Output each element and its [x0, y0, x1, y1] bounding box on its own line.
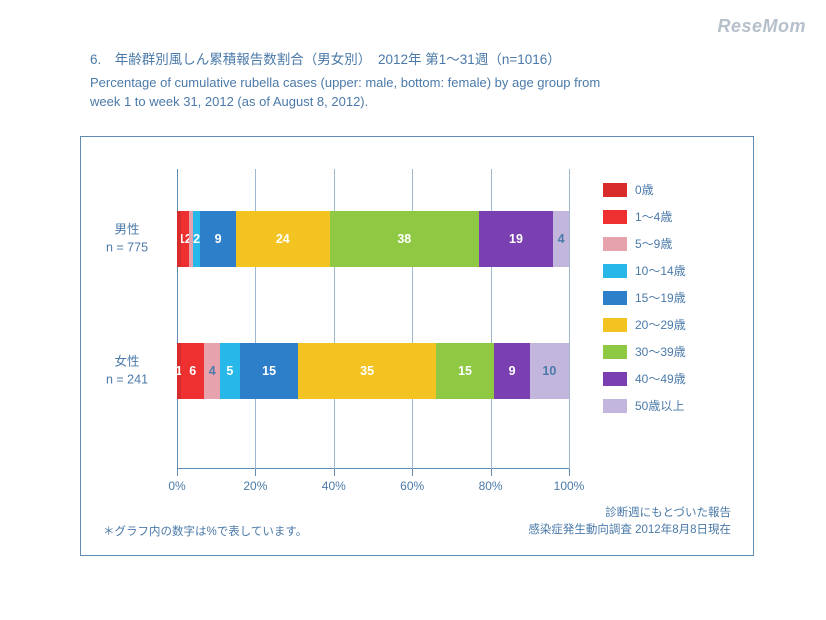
grid-line [569, 169, 570, 469]
legend-item: 50歳以上 [603, 397, 723, 414]
x-tick-label: 80% [479, 479, 503, 493]
x-tick [334, 469, 335, 476]
legend-item: 15〜19歳 [603, 289, 723, 306]
footer-right-line2: 感染症発生動向調査 2012年8月8日現在 [528, 524, 731, 536]
bar-row: 女性n = 2411645153515910 [177, 343, 569, 399]
x-tick [569, 469, 570, 476]
legend-item: 40〜49歳 [603, 370, 723, 387]
legend-label: 30〜39歳 [635, 343, 686, 360]
x-tick-label: 0% [168, 479, 185, 493]
legend-label: 20〜29歳 [635, 316, 686, 333]
footer-note-left: ＊グラフ内の数字は%で表しています。 [103, 523, 307, 539]
title-en-line1: Percentage of cumulative rubella cases (… [90, 75, 600, 90]
bar-segment: 35 [298, 343, 435, 399]
bar-row: 男性n = 77512292438194 [177, 211, 569, 267]
legend-item: 30〜39歳 [603, 343, 723, 360]
chart-header: 6. 年齢群別風しん累積報告数割合（男女別） 2012年 第1〜31週（n=10… [90, 48, 766, 112]
bar-segment: 2 [193, 211, 201, 267]
legend-item: 20〜29歳 [603, 316, 723, 333]
legend-item: 5〜9歳 [603, 235, 723, 252]
x-tick-label: 40% [322, 479, 346, 493]
x-tick [412, 469, 413, 476]
bar-segment: 24 [236, 211, 330, 267]
legend-label: 1〜4歳 [635, 208, 672, 225]
x-tick-label: 60% [400, 479, 424, 493]
legend-label: 15〜19歳 [635, 289, 686, 306]
footer-note-right: 診断週にもとづいた報告 感染症発生動向調査 2012年8月8日現在 [528, 505, 731, 540]
bar-segment: 12 [181, 211, 189, 267]
row-label: 女性n = 241 [91, 354, 163, 389]
legend-item: 10〜14歳 [603, 262, 723, 279]
legend-swatch [603, 183, 627, 197]
title-en: Percentage of cumulative rubella cases (… [90, 74, 766, 112]
bar-segment: 4 [204, 343, 220, 399]
legend-swatch [603, 345, 627, 359]
bar-segment: 5 [220, 343, 240, 399]
chart-container: 0%20%40%60%80%100%男性n = 77512292438194女性… [80, 136, 754, 556]
legend-label: 0歳 [635, 181, 654, 198]
bar-segment: 4 [553, 211, 569, 267]
bar-segment: 19 [479, 211, 553, 267]
legend-swatch [603, 318, 627, 332]
chart-footer: ＊グラフ内の数字は%で表しています。 診断週にもとづいた報告 感染症発生動向調査… [103, 505, 731, 540]
x-tick [177, 469, 178, 476]
legend-item: 0歳 [603, 181, 723, 198]
title-en-line2: week 1 to week 31, 2012 (as of August 8,… [90, 94, 368, 109]
watermark: ReseMom [717, 16, 806, 37]
title-jp: 6. 年齢群別風しん累積報告数割合（男女別） 2012年 第1〜31週（n=10… [90, 48, 766, 68]
bar-segment: 15 [240, 343, 299, 399]
legend-swatch [603, 264, 627, 278]
legend-label: 5〜9歳 [635, 235, 672, 252]
bar-segment: 9 [200, 211, 235, 267]
x-axis [177, 468, 569, 469]
footer-right-line1: 診断週にもとづいた報告 [605, 507, 731, 519]
x-tick-label: 20% [243, 479, 267, 493]
bar-segment: 6 [181, 343, 205, 399]
bar-segment: 38 [330, 211, 479, 267]
legend-label: 50歳以上 [635, 397, 684, 414]
row-label: 男性n = 775 [91, 222, 163, 257]
legend-swatch [603, 210, 627, 224]
legend-swatch [603, 291, 627, 305]
legend-swatch [603, 372, 627, 386]
x-tick [255, 469, 256, 476]
legend-label: 40〜49歳 [635, 370, 686, 387]
x-tick-label: 100% [554, 479, 585, 493]
bar-segment: 10 [530, 343, 569, 399]
bar-segment: 9 [494, 343, 529, 399]
legend-swatch [603, 399, 627, 413]
bar-segment: 15 [436, 343, 495, 399]
legend-swatch [603, 237, 627, 251]
legend: 0歳 1〜4歳 5〜9歳 10〜14歳 15〜19歳 20〜29歳 30〜39歳 40〜49歳… [603, 181, 723, 424]
x-tick [491, 469, 492, 476]
legend-item: 1〜4歳 [603, 208, 723, 225]
legend-label: 10〜14歳 [635, 262, 686, 279]
plot-area: 0%20%40%60%80%100%男性n = 77512292438194女性… [177, 169, 569, 469]
